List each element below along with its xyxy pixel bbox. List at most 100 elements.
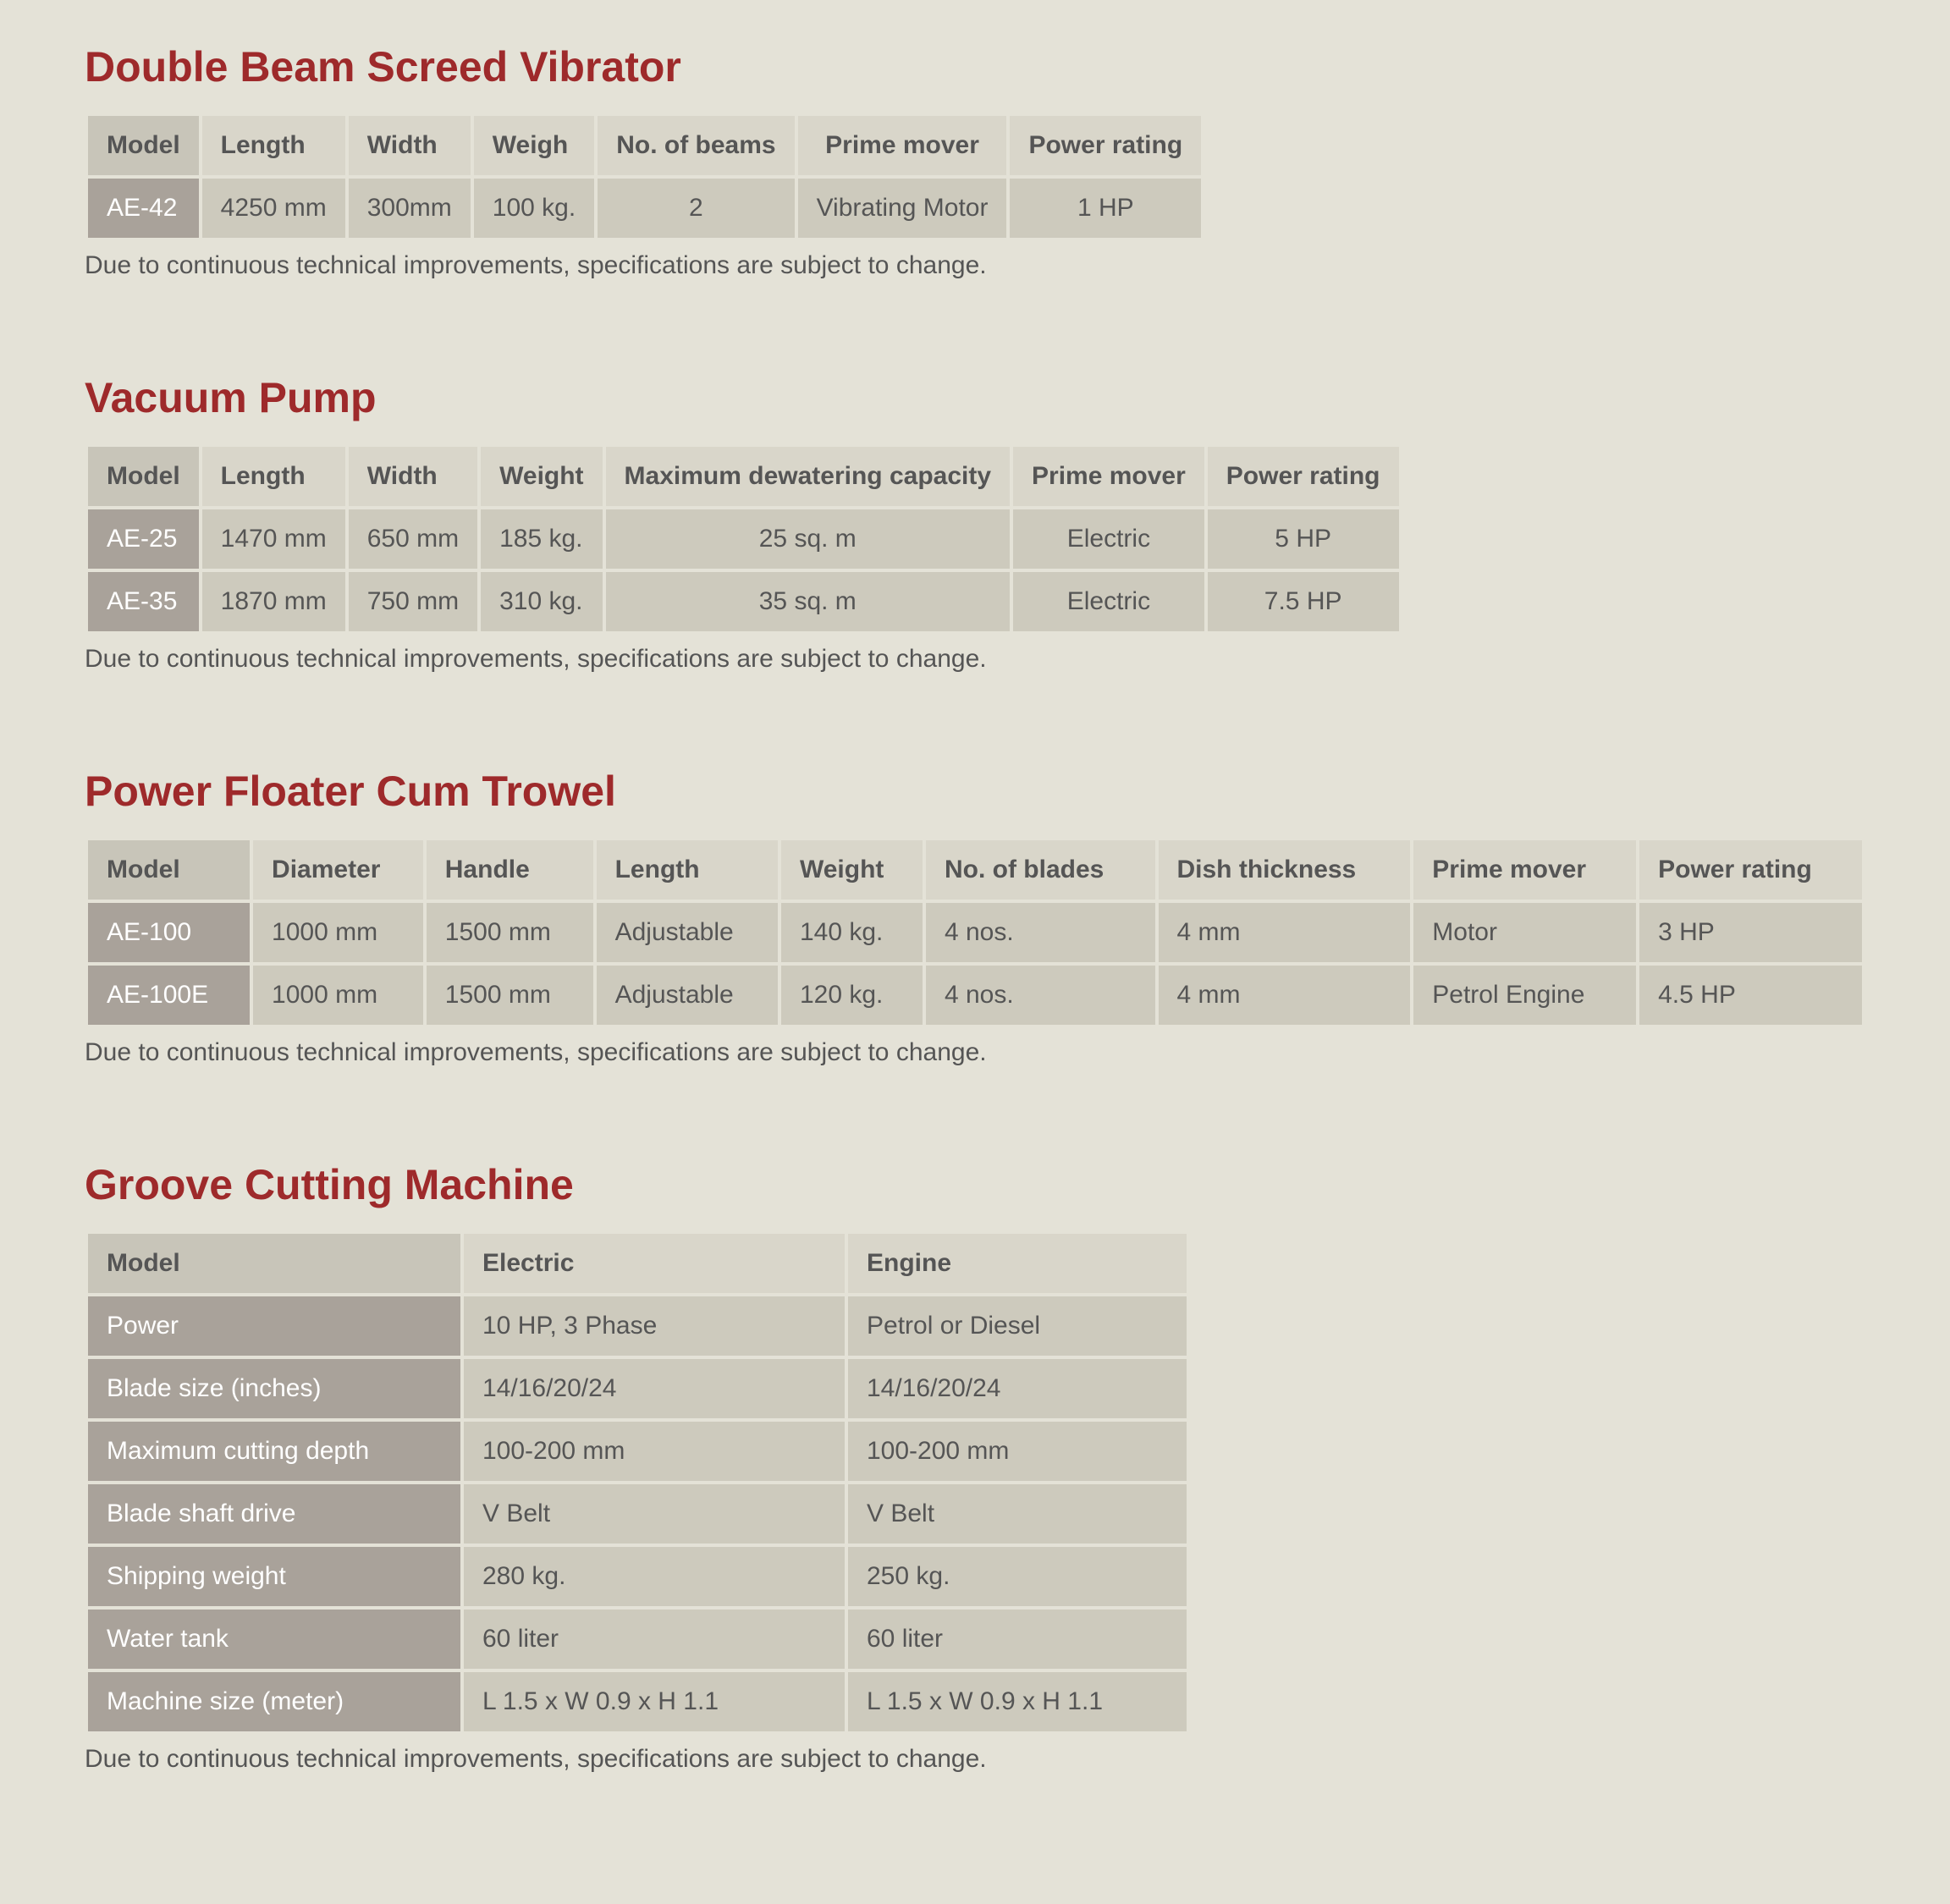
- cell: 650 mm: [349, 509, 477, 569]
- cell: 14/16/20/24: [464, 1359, 845, 1418]
- cell: 100-200 mm: [848, 1422, 1187, 1481]
- table-row: Water tank 60 liter 60 liter: [88, 1610, 1187, 1669]
- cell: 1470 mm: [202, 509, 345, 569]
- table-header-row: Model Length Width Weigh No. of beams Pr…: [88, 116, 1201, 175]
- cell-label: Machine size (meter): [88, 1672, 460, 1731]
- cell: 2: [598, 179, 794, 238]
- col-blades: No. of blades: [926, 840, 1155, 900]
- cell: 4 nos.: [926, 903, 1155, 962]
- cell: 280 kg.: [464, 1547, 845, 1606]
- cell-model: AE-25: [88, 509, 199, 569]
- cell: 10 HP, 3 Phase: [464, 1296, 845, 1356]
- cell: 14/16/20/24: [848, 1359, 1187, 1418]
- cell: V Belt: [848, 1484, 1187, 1544]
- table-row: AE-100 1000 mm 1500 mm Adjustable 140 kg…: [88, 903, 1862, 962]
- cell: V Belt: [464, 1484, 845, 1544]
- col-width: Width: [349, 116, 471, 175]
- cell-model: AE-35: [88, 572, 199, 631]
- col-length: Length: [202, 447, 345, 506]
- table-row: Blade shaft drive V Belt V Belt: [88, 1484, 1187, 1544]
- spec-table-vacuum-pump: Model Length Width Weight Maximum dewate…: [85, 443, 1402, 635]
- col-prime-mover: Prime mover: [1413, 840, 1636, 900]
- cell: 100 kg.: [474, 179, 594, 238]
- cell: 60 liter: [848, 1610, 1187, 1669]
- cell: 1500 mm: [427, 903, 593, 962]
- cell: 100-200 mm: [464, 1422, 845, 1481]
- cell: 1870 mm: [202, 572, 345, 631]
- cell: 140 kg.: [781, 903, 923, 962]
- col-model: Model: [88, 116, 199, 175]
- col-width: Width: [349, 447, 477, 506]
- col-beams: No. of beams: [598, 116, 794, 175]
- section-double-beam: Double Beam Screed Vibrator Model Length…: [0, 0, 1950, 331]
- cell: 300mm: [349, 179, 471, 238]
- table-row: AE-35 1870 mm 750 mm 310 kg. 35 sq. m El…: [88, 572, 1399, 631]
- col-electric: Electric: [464, 1234, 845, 1293]
- col-weigh: Weigh: [474, 116, 594, 175]
- section-groove-cutting: Groove Cutting Machine Model Electric En…: [0, 1118, 1950, 1824]
- table-row: Shipping weight 280 kg. 250 kg.: [88, 1547, 1187, 1606]
- cell: Vibrating Motor: [798, 179, 1007, 238]
- col-length: Length: [597, 840, 778, 900]
- cell-label: Shipping weight: [88, 1547, 460, 1606]
- cell: Petrol or Diesel: [848, 1296, 1187, 1356]
- cell: 4 nos.: [926, 966, 1155, 1025]
- table-row: AE-42 4250 mm 300mm 100 kg. 2 Vibrating …: [88, 179, 1201, 238]
- section-title: Double Beam Screed Vibrator: [85, 42, 1865, 91]
- cell-label: Water tank: [88, 1610, 460, 1669]
- cell: 750 mm: [349, 572, 477, 631]
- cell: 4.5 HP: [1639, 966, 1862, 1025]
- cell: 4250 mm: [202, 179, 345, 238]
- cell: 4 mm: [1159, 966, 1411, 1025]
- cell: L 1.5 x W 0.9 x H 1.1: [464, 1672, 845, 1731]
- col-dish: Dish thickness: [1159, 840, 1411, 900]
- cell: 25 sq. m: [606, 509, 1010, 569]
- cell-label: Maximum cutting depth: [88, 1422, 460, 1481]
- col-model: Model: [88, 447, 199, 506]
- cell: 60 liter: [464, 1610, 845, 1669]
- col-power: Power rating: [1010, 116, 1201, 175]
- section-power-floater: Power Floater Cum Trowel Model Diameter …: [0, 724, 1950, 1118]
- cell-label: Power: [88, 1296, 460, 1356]
- section-title: Vacuum Pump: [85, 373, 1865, 422]
- disclaimer-note: Due to continuous technical improvements…: [85, 645, 1865, 674]
- col-diameter: Diameter: [253, 840, 423, 900]
- cell-model: AE-42: [88, 179, 199, 238]
- disclaimer-note: Due to continuous technical improvements…: [85, 1038, 1865, 1067]
- table-row: Maximum cutting depth 100-200 mm 100-200…: [88, 1422, 1187, 1481]
- table-row: Machine size (meter) L 1.5 x W 0.9 x H 1…: [88, 1672, 1187, 1731]
- cell: Motor: [1413, 903, 1636, 962]
- cell: Electric: [1013, 509, 1204, 569]
- cell: 1000 mm: [253, 903, 423, 962]
- spec-table-power-floater: Model Diameter Handle Length Weight No. …: [85, 837, 1865, 1028]
- cell: 3 HP: [1639, 903, 1862, 962]
- col-handle: Handle: [427, 840, 593, 900]
- col-engine: Engine: [848, 1234, 1187, 1293]
- cell: 120 kg.: [781, 966, 923, 1025]
- table-row: Power 10 HP, 3 Phase Petrol or Diesel: [88, 1296, 1187, 1356]
- cell: L 1.5 x W 0.9 x H 1.1: [848, 1672, 1187, 1731]
- table-row: Blade size (inches) 14/16/20/24 14/16/20…: [88, 1359, 1187, 1418]
- col-power: Power rating: [1208, 447, 1399, 506]
- spec-table-groove-cutting: Model Electric Engine Power 10 HP, 3 Pha…: [85, 1230, 1190, 1735]
- disclaimer-note: Due to continuous technical improvements…: [85, 1745, 1865, 1774]
- col-model: Model: [88, 840, 250, 900]
- cell-label: Blade size (inches): [88, 1359, 460, 1418]
- table-header-row: Model Diameter Handle Length Weight No. …: [88, 840, 1862, 900]
- cell: 5 HP: [1208, 509, 1399, 569]
- cell-label: Blade shaft drive: [88, 1484, 460, 1544]
- col-model: Model: [88, 1234, 460, 1293]
- section-vacuum-pump: Vacuum Pump Model Length Width Weight Ma…: [0, 331, 1950, 724]
- table-row: AE-100E 1000 mm 1500 mm Adjustable 120 k…: [88, 966, 1862, 1025]
- cell: Petrol Engine: [1413, 966, 1636, 1025]
- cell: 7.5 HP: [1208, 572, 1399, 631]
- spec-table-double-beam: Model Length Width Weigh No. of beams Pr…: [85, 113, 1204, 241]
- col-prime-mover: Prime mover: [798, 116, 1007, 175]
- disclaimer-note: Due to continuous technical improvements…: [85, 251, 1865, 280]
- table-row: AE-25 1470 mm 650 mm 185 kg. 25 sq. m El…: [88, 509, 1399, 569]
- cell: 1500 mm: [427, 966, 593, 1025]
- cell: 4 mm: [1159, 903, 1411, 962]
- col-dewatering: Maximum dewatering capacity: [606, 447, 1010, 506]
- col-power: Power rating: [1639, 840, 1862, 900]
- col-prime-mover: Prime mover: [1013, 447, 1204, 506]
